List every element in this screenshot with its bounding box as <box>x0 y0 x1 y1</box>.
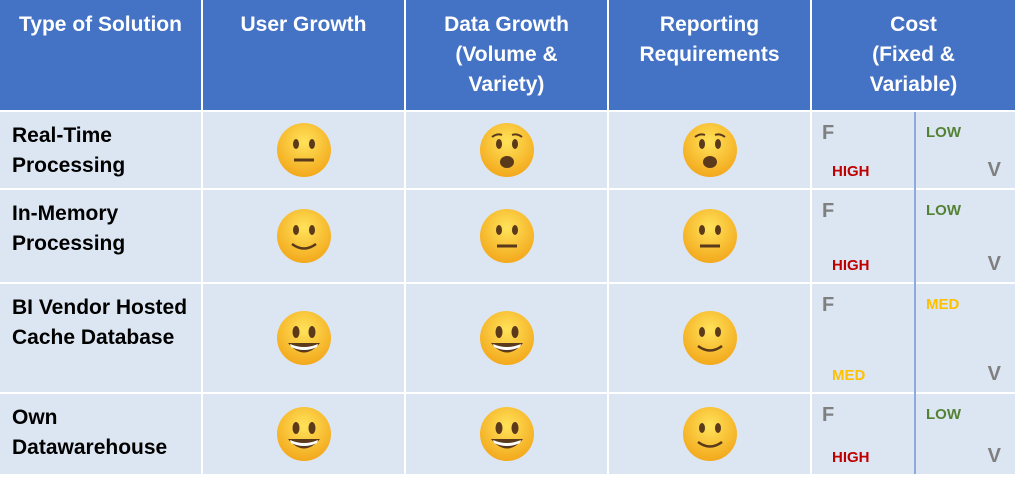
fixed-label: F <box>822 294 835 316</box>
variable-cost-level: LOW <box>926 124 961 141</box>
solution-cell: Own Datawarehouse <box>0 394 203 476</box>
user-rating-cell <box>203 112 406 190</box>
solution-cell: BI Vendor Hosted Cache Database <box>0 284 203 394</box>
smiling-face-icon <box>682 406 738 462</box>
solution-cell: In-Memory Processing <box>0 190 203 284</box>
header-row: Type of Solution User Growth Data Growth… <box>0 0 1017 112</box>
fixed-label: F <box>822 122 835 144</box>
variable-label: V <box>987 253 1001 275</box>
smiling-face-icon <box>682 310 738 366</box>
frowning-face-icon <box>682 122 738 178</box>
data-rating-cell <box>406 190 609 284</box>
table-row: Own Datawarehouse F HIGH LOW V <box>0 394 1017 476</box>
frowning-face-icon <box>479 122 535 178</box>
solution-cell: Real-Time Processing <box>0 112 203 190</box>
fixed-label: F <box>822 200 835 222</box>
table-row: BI Vendor Hosted Cache Database F MED ME… <box>0 284 1017 394</box>
neutral-face-icon <box>682 208 738 264</box>
report-rating-cell <box>609 394 812 476</box>
header-data-growth: Data Growth (Volume & Variety) <box>406 0 609 112</box>
user-rating-cell <box>203 394 406 476</box>
user-rating-cell <box>203 190 406 284</box>
variable-cost-level: MED <box>926 296 960 313</box>
data-rating-cell <box>406 394 609 476</box>
user-rating-cell <box>203 284 406 394</box>
header-reporting: Reporting Requirements <box>609 0 812 112</box>
data-rating-cell <box>406 284 609 394</box>
smiling-face-icon <box>276 208 332 264</box>
variable-cost-level: LOW <box>926 406 961 423</box>
variable-cost-level: LOW <box>926 202 961 219</box>
fixed-cost-level: HIGH <box>832 449 870 466</box>
fixed-cost-level: HIGH <box>832 163 870 180</box>
table-row: Real-Time Processing F HIGH LOW V <box>0 112 1017 190</box>
data-rating-cell <box>406 112 609 190</box>
report-rating-cell <box>609 284 812 394</box>
neutral-face-icon <box>276 122 332 178</box>
grinning-face-icon <box>276 310 332 366</box>
grinning-face-icon <box>479 406 535 462</box>
variable-label: V <box>987 159 1001 181</box>
grinning-face-icon <box>276 406 332 462</box>
neutral-face-icon <box>479 208 535 264</box>
variable-label: V <box>987 363 1001 385</box>
variable-label: V <box>987 445 1001 467</box>
table-row: In-Memory Processing F HIGH LOW V <box>0 190 1017 284</box>
solution-name: BI Vendor Hosted Cache Database <box>12 296 188 349</box>
comparison-table: Type of Solution User Growth Data Growth… <box>0 0 1017 476</box>
report-rating-cell <box>609 112 812 190</box>
solution-name: Real-Time Processing <box>12 124 126 177</box>
header-cost: Cost (Fixed & Variable) <box>812 0 1017 112</box>
header-user-growth: User Growth <box>203 0 406 112</box>
solution-name: In-Memory Processing <box>12 202 126 255</box>
fixed-cost-level: MED <box>832 367 866 384</box>
grinning-face-icon <box>479 310 535 366</box>
cost-divider <box>914 112 916 474</box>
header-type: Type of Solution <box>0 0 203 112</box>
fixed-cost-level: HIGH <box>832 257 870 274</box>
solution-name: Own Datawarehouse <box>12 406 168 459</box>
report-rating-cell <box>609 190 812 284</box>
fixed-label: F <box>822 404 835 426</box>
